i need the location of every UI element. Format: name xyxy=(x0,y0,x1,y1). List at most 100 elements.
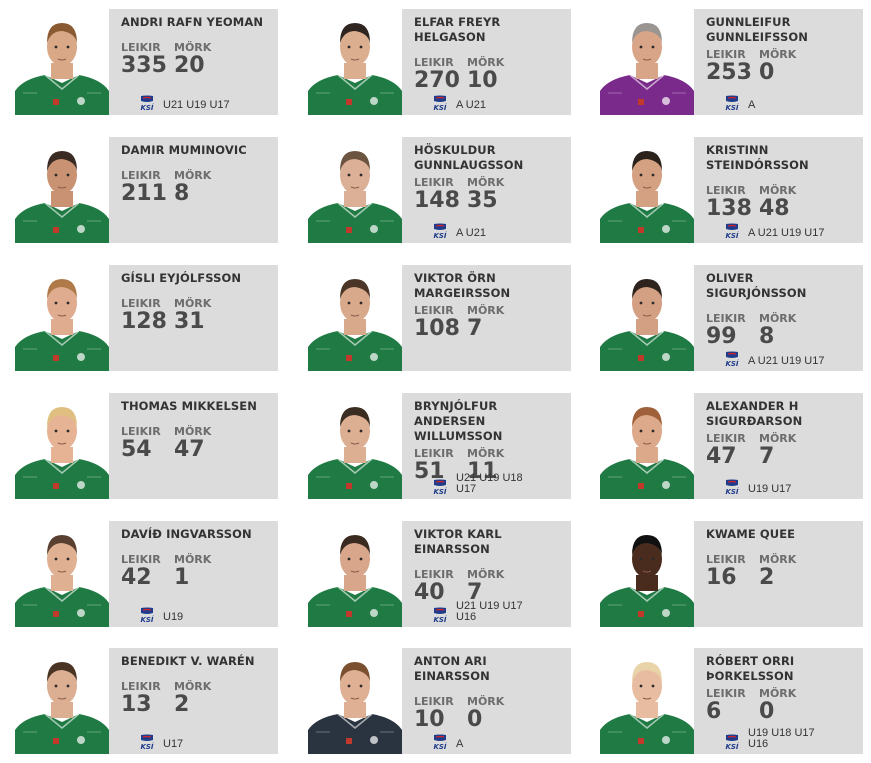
player-info: GÍSLI EYJÓLFSSON LEIKIR 128 MÖRK 31 xyxy=(109,265,278,371)
goals-stat: MÖRK 10 xyxy=(467,57,520,93)
ksi-icon: KSÍ xyxy=(433,95,448,111)
player-photo[interactable] xyxy=(308,265,402,371)
player-photo[interactable] xyxy=(600,9,694,115)
player-photo[interactable] xyxy=(308,521,402,627)
player-info: ANTON ARI EINARSSON LEIKIR 10 MÖRK 0 KSÍ… xyxy=(402,648,571,754)
player-stats: LEIKIR 6 MÖRK 0 xyxy=(706,688,857,724)
player-photo[interactable] xyxy=(600,137,694,243)
games-stat: LEIKIR 54 xyxy=(121,426,174,462)
games-stat: LEIKIR 211 xyxy=(121,170,174,206)
player-card[interactable]: KWAME QUEE LEIKIR 16 MÖRK 2 xyxy=(600,521,863,627)
player-card[interactable]: DAMIR MUMINOVIC LEIKIR 211 MÖRK 8 xyxy=(15,137,278,243)
svg-text:KSÍ: KSÍ xyxy=(433,231,447,239)
national-teams: U19 U17 xyxy=(748,483,792,495)
player-photo[interactable] xyxy=(15,393,109,499)
goals-label: MÖRK xyxy=(467,695,505,708)
player-card[interactable]: OLIVER SIGURJÓNSSON LEIKIR 99 MÖRK 8 KSÍ… xyxy=(600,265,863,371)
player-photo[interactable] xyxy=(308,393,402,499)
player-stats: LEIKIR 40 MÖRK 7 xyxy=(414,569,565,605)
player-name[interactable]: RÓBERT ORRI ÞORKELSSON xyxy=(706,654,795,683)
player-name[interactable]: HÖSKULDUR GUNNLAUGSSON xyxy=(414,143,524,172)
player-card[interactable]: BRYNJÓLFUR ANDERSEN WILLUMSSON LEIKIR 51… xyxy=(308,393,571,499)
games-stat: LEIKIR 128 xyxy=(121,298,174,334)
player-photo[interactable] xyxy=(308,648,402,754)
player-photo[interactable] xyxy=(15,9,109,115)
games-label: LEIKIR xyxy=(706,553,746,566)
goals-label: MÖRK xyxy=(174,169,212,182)
player-name[interactable]: BRYNJÓLFUR ANDERSEN WILLUMSSON xyxy=(414,399,503,443)
player-name[interactable]: ANTON ARI EINARSSON xyxy=(414,654,490,683)
games-label: LEIKIR xyxy=(121,41,161,54)
player-name[interactable]: GUNNLEIFUR GUNNLEIFSSON xyxy=(706,15,808,44)
player-card[interactable]: GUNNLEIFUR GUNNLEIFSSON LEIKIR 253 MÖRK … xyxy=(600,9,863,115)
games-label: LEIKIR xyxy=(121,169,161,182)
player-photo[interactable] xyxy=(15,137,109,243)
player-name[interactable]: KWAME QUEE xyxy=(706,527,796,541)
svg-text:KSÍ: KSÍ xyxy=(725,231,739,239)
player-card[interactable]: KRISTINN STEINDÓRSSON LEIKIR 138 MÖRK 48… xyxy=(600,137,863,243)
player-photo[interactable] xyxy=(600,521,694,627)
player-card[interactable]: ALEXANDER H SIGURÐARSON LEIKIR 47 MÖRK 7… xyxy=(600,393,863,499)
player-card[interactable]: RÓBERT ORRI ÞORKELSSON LEIKIR 6 MÖRK 0 K… xyxy=(600,648,863,754)
player-card[interactable]: GÍSLI EYJÓLFSSON LEIKIR 128 MÖRK 31 xyxy=(15,265,278,371)
games-label: LEIKIR xyxy=(706,184,746,197)
games-value: 42 xyxy=(121,565,152,590)
player-name[interactable]: GÍSLI EYJÓLFSSON xyxy=(121,271,242,285)
national-teams: U19 xyxy=(163,611,184,623)
goals-stat: MÖRK 31 xyxy=(174,298,227,334)
goals-label: MÖRK xyxy=(174,425,212,438)
goals-label: MÖRK xyxy=(759,432,797,445)
goals-label: MÖRK xyxy=(467,447,505,460)
player-photo[interactable] xyxy=(600,265,694,371)
player-photo[interactable] xyxy=(600,393,694,499)
player-info: DAVÍÐ INGVARSSON LEIKIR 42 MÖRK 1 KSÍ U1… xyxy=(109,521,278,627)
goals-stat: MÖRK 0 xyxy=(759,49,812,85)
national-teams: A U21 xyxy=(456,227,486,239)
player-photo[interactable] xyxy=(308,137,402,243)
ksi-icon: KSÍ xyxy=(140,95,155,111)
player-stats: LEIKIR 99 MÖRK 8 xyxy=(706,313,857,349)
player-name[interactable]: THOMAS MIKKELSEN xyxy=(121,399,257,413)
player-info: HÖSKULDUR GUNNLAUGSSON LEIKIR 148 MÖRK 3… xyxy=(402,137,571,243)
national-teams: A xyxy=(456,738,464,750)
goals-label: MÖRK xyxy=(174,41,212,54)
games-value: 335 xyxy=(121,53,167,78)
player-photo[interactable] xyxy=(15,648,109,754)
games-stat: LEIKIR 42 xyxy=(121,554,174,590)
player-name[interactable]: ALEXANDER H SIGURÐARSON xyxy=(706,399,803,428)
player-card[interactable]: THOMAS MIKKELSEN LEIKIR 54 MÖRK 47 xyxy=(15,393,278,499)
player-info: KWAME QUEE LEIKIR 16 MÖRK 2 xyxy=(694,521,863,627)
games-value: 211 xyxy=(121,181,167,206)
player-name[interactable]: VIKTOR ÖRN MARGEIRSSON xyxy=(414,271,511,300)
player-name[interactable]: ANDRI RAFN YEOMAN xyxy=(121,15,264,29)
player-photo[interactable] xyxy=(15,265,109,371)
player-photo[interactable] xyxy=(308,9,402,115)
player-card[interactable]: VIKTOR ÖRN MARGEIRSSON LEIKIR 108 MÖRK 7 xyxy=(308,265,571,371)
games-stat: LEIKIR 10 xyxy=(414,696,467,732)
player-card[interactable]: ANTON ARI EINARSSON LEIKIR 10 MÖRK 0 KSÍ… xyxy=(308,648,571,754)
player-stats: LEIKIR 128 MÖRK 31 xyxy=(121,298,272,334)
national-teams: U21 U19 U18 U17 xyxy=(456,472,523,495)
player-name[interactable]: DAVÍÐ INGVARSSON xyxy=(121,527,252,541)
national-teams: A U21 xyxy=(456,99,486,111)
player-card[interactable]: ANDRI RAFN YEOMAN LEIKIR 335 MÖRK 20 KSÍ… xyxy=(15,9,278,115)
player-name[interactable]: BENEDIKT V. WARÉN xyxy=(121,654,255,668)
player-name[interactable]: ELFAR FREYR HELGASON xyxy=(414,15,501,44)
player-card[interactable]: HÖSKULDUR GUNNLAUGSSON LEIKIR 148 MÖRK 3… xyxy=(308,137,571,243)
player-stats: LEIKIR 42 MÖRK 1 xyxy=(121,554,272,590)
goals-label: MÖRK xyxy=(174,297,212,310)
player-name[interactable]: DAMIR MUMINOVIC xyxy=(121,143,247,157)
player-card[interactable]: DAVÍÐ INGVARSSON LEIKIR 42 MÖRK 1 KSÍ U1… xyxy=(15,521,278,627)
svg-text:KSÍ: KSÍ xyxy=(725,359,739,367)
goals-value: 0 xyxy=(759,699,775,724)
player-name[interactable]: OLIVER SIGURJÓNSSON xyxy=(706,271,807,300)
games-value: 13 xyxy=(121,692,152,717)
player-card[interactable]: BENEDIKT V. WARÉN LEIKIR 13 MÖRK 2 KSÍ U… xyxy=(15,648,278,754)
player-name[interactable]: VIKTOR KARL EINARSSON xyxy=(414,527,502,556)
player-name[interactable]: KRISTINN STEINDÓRSSON xyxy=(706,143,809,172)
player-card[interactable]: ELFAR FREYR HELGASON LEIKIR 270 MÖRK 10 … xyxy=(308,9,571,115)
player-photo[interactable] xyxy=(15,521,109,627)
player-photo[interactable] xyxy=(600,648,694,754)
player-info: RÓBERT ORRI ÞORKELSSON LEIKIR 6 MÖRK 0 K… xyxy=(694,648,863,754)
player-card[interactable]: VIKTOR KARL EINARSSON LEIKIR 40 MÖRK 7 K… xyxy=(308,521,571,627)
